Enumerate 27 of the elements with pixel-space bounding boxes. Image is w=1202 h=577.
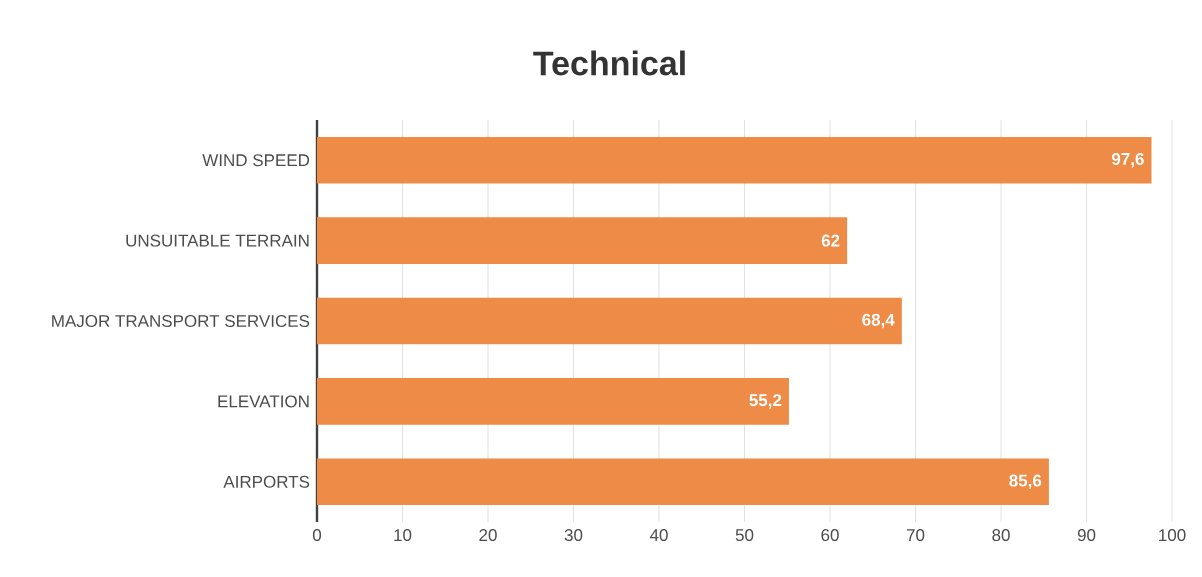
- x-tick-label: 90: [1077, 529, 1096, 542]
- x-tick-label: 70: [906, 529, 925, 542]
- y-tick-label: MAJOR TRANSPORT SERVICES: [52, 315, 310, 328]
- data-label: 97,6: [1111, 152, 1144, 168]
- y-tick-label: UNSUITABLE TERRAIN: [126, 234, 309, 247]
- x-tick-label: 10: [394, 529, 412, 542]
- x-tick-label: 80: [992, 529, 1010, 542]
- bar: [317, 378, 789, 425]
- x-tick-label: 50: [735, 529, 754, 542]
- x-tick-label: 30: [564, 529, 583, 542]
- bar: [317, 136, 1152, 184]
- chart-title: Technical: [533, 50, 685, 76]
- bar: [317, 217, 848, 264]
- x-tick-label: 100: [1159, 529, 1186, 542]
- bar: [317, 297, 902, 345]
- y-tick-label: AIRPORTS: [223, 475, 310, 488]
- x-tick-label: 0: [312, 529, 322, 542]
- x-tick-label: 60: [821, 529, 839, 542]
- x-tick-label: 40: [649, 529, 668, 542]
- y-tick-label: ELEVATION: [218, 395, 309, 408]
- x-tick-label: 20: [479, 529, 497, 542]
- bar: [317, 458, 1049, 506]
- data-label: 68,4: [862, 313, 895, 329]
- data-label: 85,6: [1009, 474, 1042, 490]
- y-tick-label: WIND SPEED: [202, 154, 310, 167]
- data-label: 55,2: [749, 394, 782, 409]
- data-label: 62: [821, 234, 840, 247]
